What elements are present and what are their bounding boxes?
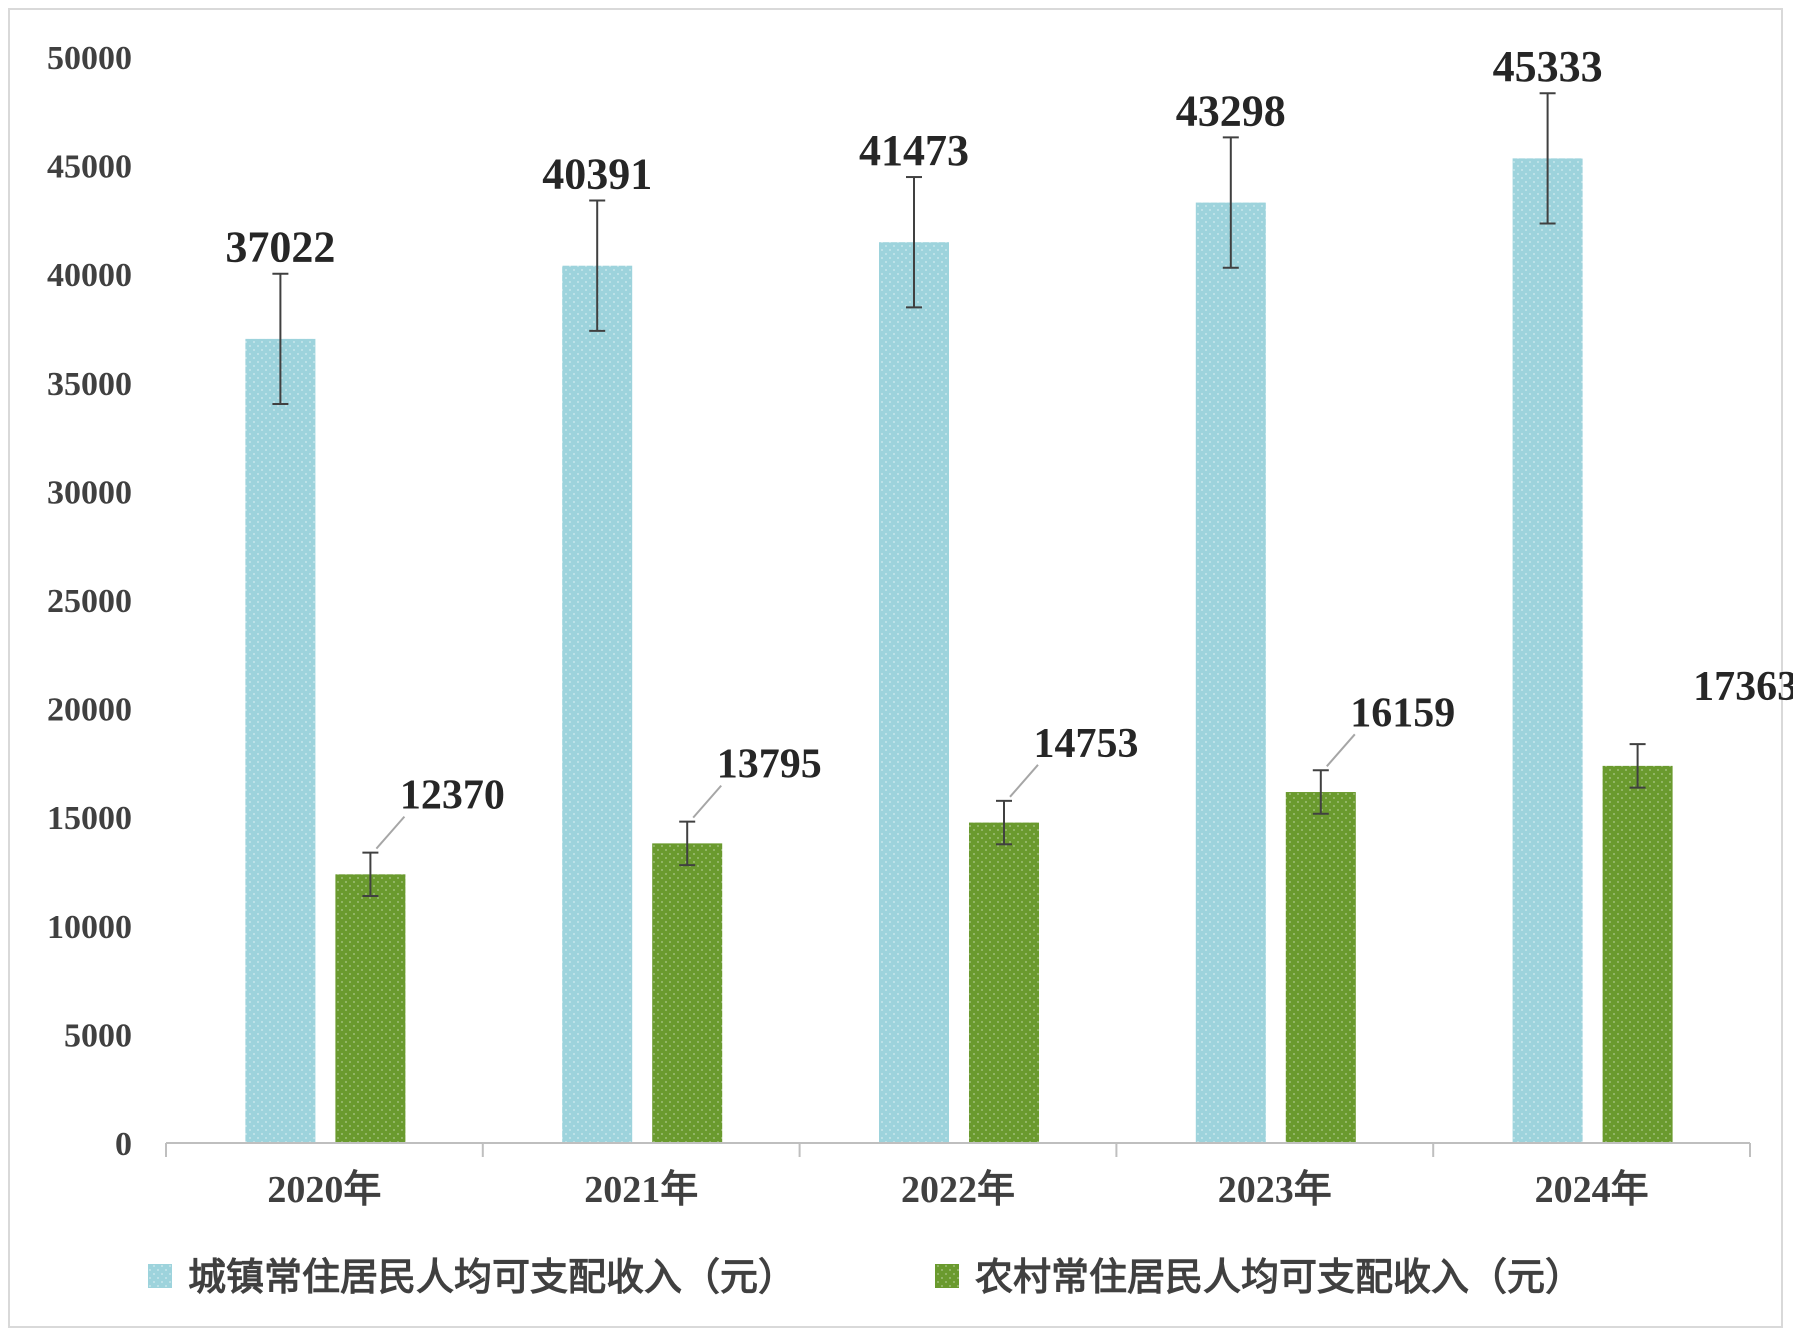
- error-bar: [1629, 743, 1646, 789]
- x-tick-label: 2024年: [1535, 1169, 1649, 1211]
- data-label-urban: 41473: [859, 126, 969, 175]
- bar-rural: [1285, 792, 1356, 1143]
- leader-line: [692, 784, 722, 819]
- x-axis: 2020年 2021年 2022年 2023年 2024年: [165, 1142, 1751, 1211]
- y-tick-label: 10000: [47, 909, 132, 946]
- error-bar: [679, 820, 696, 867]
- leader-line: [1009, 764, 1039, 798]
- y-tick-label: 50000: [47, 40, 132, 77]
- legend-swatch: [148, 1264, 172, 1288]
- legend: 城镇常住居民人均可支配收入（元） 农村常住居民人均可支配收入（元）: [148, 1255, 1583, 1299]
- data-label-rural: 13795: [717, 742, 822, 788]
- bar-rural: [1602, 765, 1673, 1143]
- bar-urban: [245, 338, 316, 1143]
- data-label-rural: 12370: [400, 773, 505, 819]
- data-label-urban: 37022: [225, 223, 335, 272]
- bar-rural: [652, 843, 723, 1143]
- leader-line: [375, 815, 406, 850]
- y-tick-label: 30000: [47, 474, 132, 511]
- bars: [245, 92, 1673, 1144]
- y-tick-label: 45000: [47, 149, 132, 186]
- legend-label: 农村常住居民人均可支配收入（元）: [975, 1255, 1583, 1299]
- bar-urban: [879, 242, 949, 1144]
- bar-urban: [562, 265, 633, 1143]
- legend-item-rural: 农村常住居民人均可支配收入（元）: [935, 1255, 1583, 1299]
- data-label-urban: 43298: [1176, 86, 1286, 135]
- error-bar: [906, 176, 922, 309]
- x-tick-label: 2021年: [584, 1169, 698, 1211]
- x-tick-label: 2020年: [267, 1169, 381, 1211]
- y-tick-label: 5000: [64, 1017, 132, 1054]
- legend-label: 城镇常住居民人均可支配收入（元）: [188, 1255, 796, 1299]
- error-bar: [272, 272, 289, 406]
- y-axis-ticks: 0 5000 10000 15000 20000 25000 30000 35000 40000…: [47, 40, 132, 1163]
- data-label-urban: 40391: [542, 150, 652, 199]
- error-bar: [996, 799, 1012, 846]
- legend-item-urban: 城镇常住居民人均可支配收入（元）: [148, 1255, 796, 1299]
- bar-urban: [1195, 202, 1266, 1143]
- y-tick-label: 20000: [47, 692, 132, 729]
- x-tick-label: 2023年: [1218, 1169, 1332, 1211]
- data-label-rural: 17363: [1693, 664, 1793, 710]
- x-tick-label: 2022年: [901, 1169, 1015, 1211]
- y-tick-label: 0: [115, 1126, 132, 1163]
- bar-rural: [969, 822, 1039, 1143]
- error-bar: [1222, 136, 1239, 269]
- y-tick-label: 15000: [47, 800, 132, 837]
- y-tick-label: 40000: [47, 257, 132, 294]
- bar-urban: [1512, 158, 1583, 1143]
- y-tick-label: 35000: [47, 366, 132, 403]
- error-bar: [589, 199, 606, 332]
- data-labels: 37022 40391 41473 43298 45333 12370 13795 14753…: [225, 42, 1793, 850]
- error-bar: [362, 851, 379, 898]
- leader-line: [1326, 733, 1356, 767]
- y-tick-label: 25000: [47, 583, 132, 620]
- legend-swatch: [935, 1264, 959, 1288]
- error-bar: [1312, 769, 1329, 815]
- data-label-rural: 16159: [1350, 690, 1455, 736]
- bar-rural: [335, 874, 406, 1143]
- data-label-rural: 14753: [1034, 721, 1139, 767]
- data-label-urban: 45333: [1493, 42, 1603, 91]
- error-bar: [1539, 92, 1556, 225]
